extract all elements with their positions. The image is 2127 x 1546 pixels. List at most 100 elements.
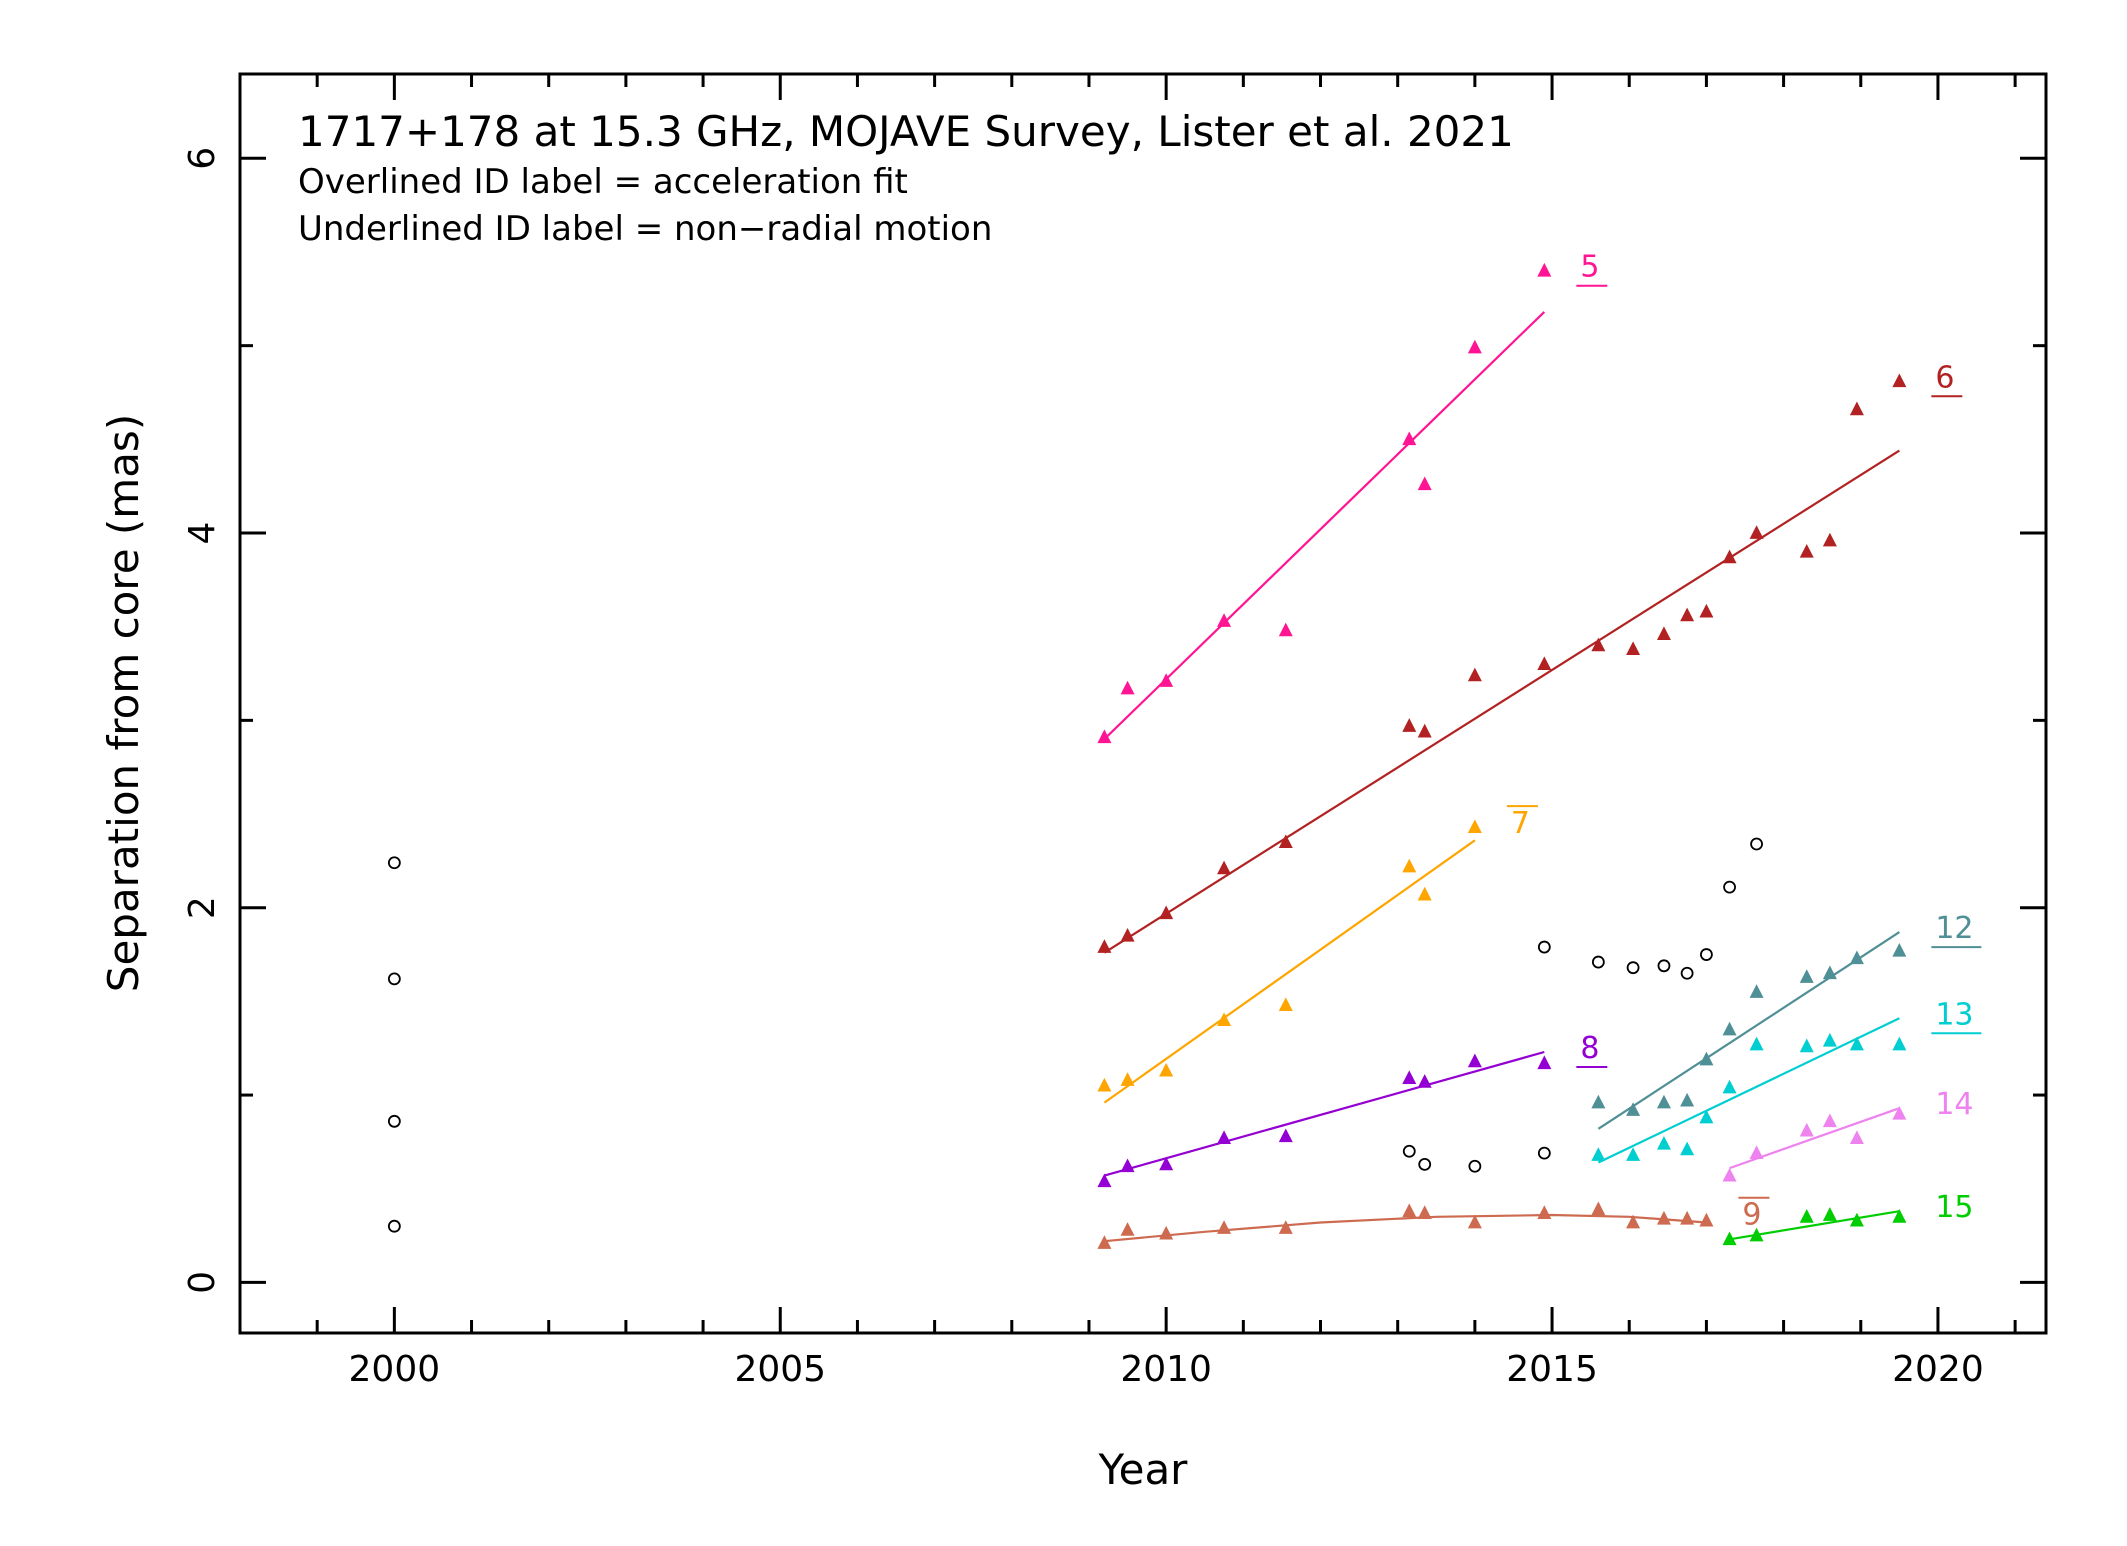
x-tick-label: 2005	[734, 1349, 826, 1390]
data-point-6	[1680, 607, 1695, 622]
data-point-13	[1699, 1109, 1714, 1124]
data-point-9	[1656, 1210, 1671, 1225]
data-point-9	[1680, 1210, 1695, 1225]
data-point-5	[1278, 622, 1293, 637]
data-point-13	[1892, 1036, 1907, 1051]
data-point-8	[1467, 1053, 1482, 1068]
fit-line-6	[1103, 449, 1900, 954]
series-label-14: 14	[1935, 1087, 1973, 1122]
data-point-6	[1849, 401, 1864, 416]
fit-line-13	[1597, 1017, 1900, 1164]
x-tick-label: 2010	[1120, 1349, 1212, 1390]
fit-line-14	[1729, 1107, 1900, 1170]
data-point-12	[1822, 965, 1837, 980]
data-point-unassigned	[1468, 1159, 1482, 1173]
data-point-14	[1849, 1130, 1864, 1145]
series-labels: 5 6 7 8 9 12 13 14 15	[1506, 250, 1982, 1233]
y-tick-label: 0	[182, 1271, 223, 1294]
data-point-5	[1159, 673, 1174, 687]
data-point-12	[1849, 950, 1864, 965]
data-point-5	[1537, 262, 1552, 277]
data-point-15	[1749, 1227, 1764, 1242]
data-point-9	[1591, 1201, 1606, 1216]
data-point-5	[1120, 680, 1135, 695]
data-point-7	[1097, 1077, 1112, 1092]
data-point-6	[1591, 637, 1606, 652]
fit-line-9	[1104, 1213, 1707, 1243]
data-point-5	[1217, 613, 1232, 627]
data-point-9	[1699, 1212, 1714, 1227]
data-point-14	[1892, 1105, 1907, 1120]
data-point-unassigned	[1537, 1146, 1551, 1160]
data-point-9	[1120, 1222, 1135, 1236]
data-point-12	[1722, 1021, 1737, 1036]
data-point-6	[1417, 723, 1432, 738]
y-tick-label: 6	[182, 147, 223, 170]
data-point-15	[1799, 1209, 1814, 1223]
data-point-unassigned	[387, 972, 401, 986]
data-point-6	[1278, 834, 1293, 848]
data-point-unassigned	[387, 856, 401, 870]
data-point-6	[1402, 718, 1417, 732]
y-tick-label: 2	[182, 896, 223, 919]
note-underline: Underlined ID label = non−radial motion	[298, 209, 992, 249]
data-point-6	[1467, 667, 1482, 682]
data-point-unassigned	[1402, 1144, 1416, 1158]
data-point-14	[1799, 1122, 1814, 1137]
data-point-12	[1892, 943, 1907, 957]
data-point-9	[1417, 1205, 1432, 1219]
data-point-9	[1278, 1220, 1293, 1234]
data-point-13	[1799, 1038, 1814, 1053]
data-point-unassigned	[1680, 966, 1694, 980]
data-point-14	[1749, 1145, 1764, 1159]
data-point-12	[1799, 969, 1814, 983]
data-point-6	[1120, 928, 1135, 942]
data-point-6	[1799, 543, 1814, 558]
data-point-unassigned	[1591, 955, 1605, 969]
data-point-15	[1892, 1209, 1907, 1223]
fit-line-7	[1103, 839, 1476, 1104]
data-point-6	[1722, 549, 1737, 564]
series-label-13: 13	[1935, 997, 1973, 1032]
x-axis-label: Year	[1098, 1445, 1189, 1494]
data-point-9	[1626, 1214, 1641, 1229]
data-point-12	[1680, 1092, 1695, 1107]
data-point-12	[1749, 984, 1764, 998]
fit-line-5	[1103, 311, 1546, 740]
data-point-6	[1217, 860, 1232, 875]
data-point-6	[1822, 532, 1837, 547]
data-point-8	[1537, 1055, 1552, 1070]
data-point-15	[1722, 1231, 1737, 1246]
data-point-13	[1849, 1036, 1864, 1051]
data-point-15	[1822, 1207, 1837, 1221]
data-point-13	[1749, 1036, 1764, 1051]
data-point-9	[1217, 1220, 1232, 1234]
data-point-6	[1699, 603, 1714, 618]
note-overline: Overlined ID label = acceleration fit	[298, 162, 908, 202]
data-point-8	[1417, 1074, 1432, 1088]
x-tick-label: 2015	[1506, 1349, 1598, 1390]
data-point-7	[1417, 886, 1432, 901]
data-point-7	[1278, 997, 1293, 1011]
chart-title: 1717+178 at 15.3 GHz, MOJAVE Survey, Lis…	[298, 107, 1514, 156]
data-point-6	[1892, 373, 1907, 388]
series-label-9: 9	[1742, 1198, 1761, 1233]
data-point-8	[1120, 1158, 1135, 1173]
data-point-14	[1822, 1113, 1837, 1128]
data-point-6	[1537, 656, 1552, 671]
data-point-7	[1467, 819, 1482, 834]
y-tick-label: 4	[182, 522, 223, 545]
data-point-5	[1097, 729, 1112, 744]
data-point-unassigned	[1626, 961, 1640, 975]
data-point-8	[1402, 1070, 1417, 1085]
data-point-9	[1537, 1205, 1552, 1219]
data-point-8	[1159, 1156, 1174, 1171]
data-point-6	[1097, 939, 1112, 953]
fit-lines	[1103, 311, 1901, 1243]
series-label-12: 12	[1935, 911, 1973, 946]
data-point-8	[1097, 1173, 1112, 1188]
fit-line-8	[1104, 1050, 1545, 1177]
data-point-unassigned	[1723, 880, 1736, 894]
data-point-unassigned	[387, 1114, 401, 1128]
